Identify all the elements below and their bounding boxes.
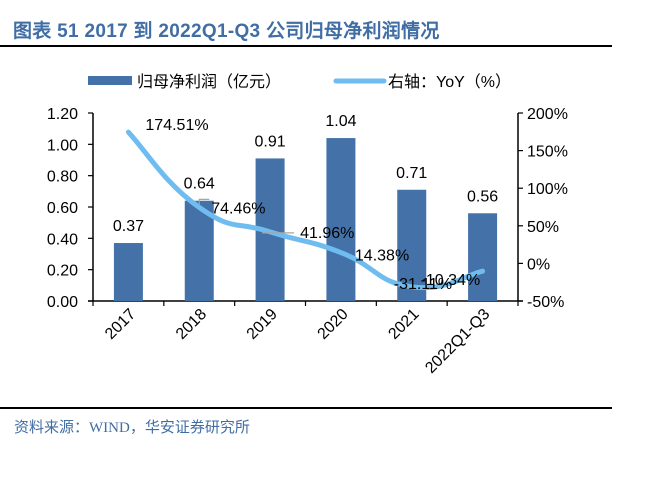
bar: [326, 138, 356, 301]
yoy-value-label: 41.96%: [300, 225, 354, 242]
bar-value-label: 0.37: [113, 218, 144, 235]
left-axis-tick-label: 1.20: [47, 106, 78, 123]
left-axis-tick-label: 0.00: [47, 294, 78, 311]
bar-value-label: 0.64: [184, 176, 215, 193]
bar-value-label: 0.91: [255, 133, 286, 150]
line-series: [125, 129, 486, 291]
bar-value-label: 0.71: [396, 165, 427, 182]
x-axis-tick-label: 2018: [173, 306, 210, 343]
bar: [397, 189, 427, 301]
right-axis-tick-label: 100%: [527, 181, 568, 198]
x-axis-tick-label: 2022Q1-Q3: [422, 306, 493, 377]
right-axis-tick-label: 200%: [527, 106, 568, 123]
leader-line: [198, 198, 210, 205]
legend-label-yoy: 右轴：YoY（%）: [388, 73, 511, 91]
left-axis-tick-label: 1.00: [47, 137, 78, 154]
right-axis-tick-label: 50%: [527, 219, 559, 236]
bar-value-label: 1.04: [325, 113, 356, 130]
legend-label-net-profit: 归母净利润（亿元）: [137, 73, 281, 91]
right-axis-tick-label: -50%: [527, 294, 564, 311]
yoy-value-label: 174.51%: [145, 117, 208, 134]
left-axis-tick-label: 0.80: [47, 169, 78, 186]
legend: 归母净利润（亿元） 右轴：YoY（%）: [88, 73, 511, 91]
source-note: 资料来源：WIND，华安证券研究所: [14, 420, 250, 436]
yoy-line: [125, 129, 486, 291]
title-divider: [0, 45, 612, 47]
bar: [468, 213, 498, 301]
right-axis-tick-label: 150%: [527, 144, 568, 161]
x-axis-tick-label: 2017: [102, 306, 139, 343]
x-axis-tick-label: 2020: [315, 306, 352, 343]
yoy-value-label: -31.11%: [394, 276, 452, 293]
yoy-value-label: 74.46%: [211, 200, 265, 217]
left-axis-tick-label: 0.20: [47, 263, 78, 280]
left-axis-tick-label: 0.40: [47, 231, 78, 248]
yoy-value-label: -10.34%: [421, 272, 481, 289]
legend-swatch-net-profit: [88, 76, 132, 85]
x-axis-tick-label: 2019: [244, 306, 281, 343]
x-axis-tick-label: 2021: [385, 306, 422, 343]
bar: [113, 243, 143, 301]
yoy-value-label: 14.38%: [355, 248, 409, 265]
right-axis-tick-label: 0%: [527, 256, 550, 273]
bar-value-label: 0.56: [467, 188, 498, 205]
chart-title: 图表 51 2017 到 2022Q1-Q3 公司归母净利润情况: [13, 21, 440, 42]
left-axis-tick-label: 0.60: [47, 200, 78, 217]
source-divider: [0, 407, 612, 409]
data-labels: 0.37 0.64 0.91 1.04 0.71 0.56 174.51% 74.46% 41.…: [113, 113, 498, 293]
bar: [184, 200, 214, 301]
